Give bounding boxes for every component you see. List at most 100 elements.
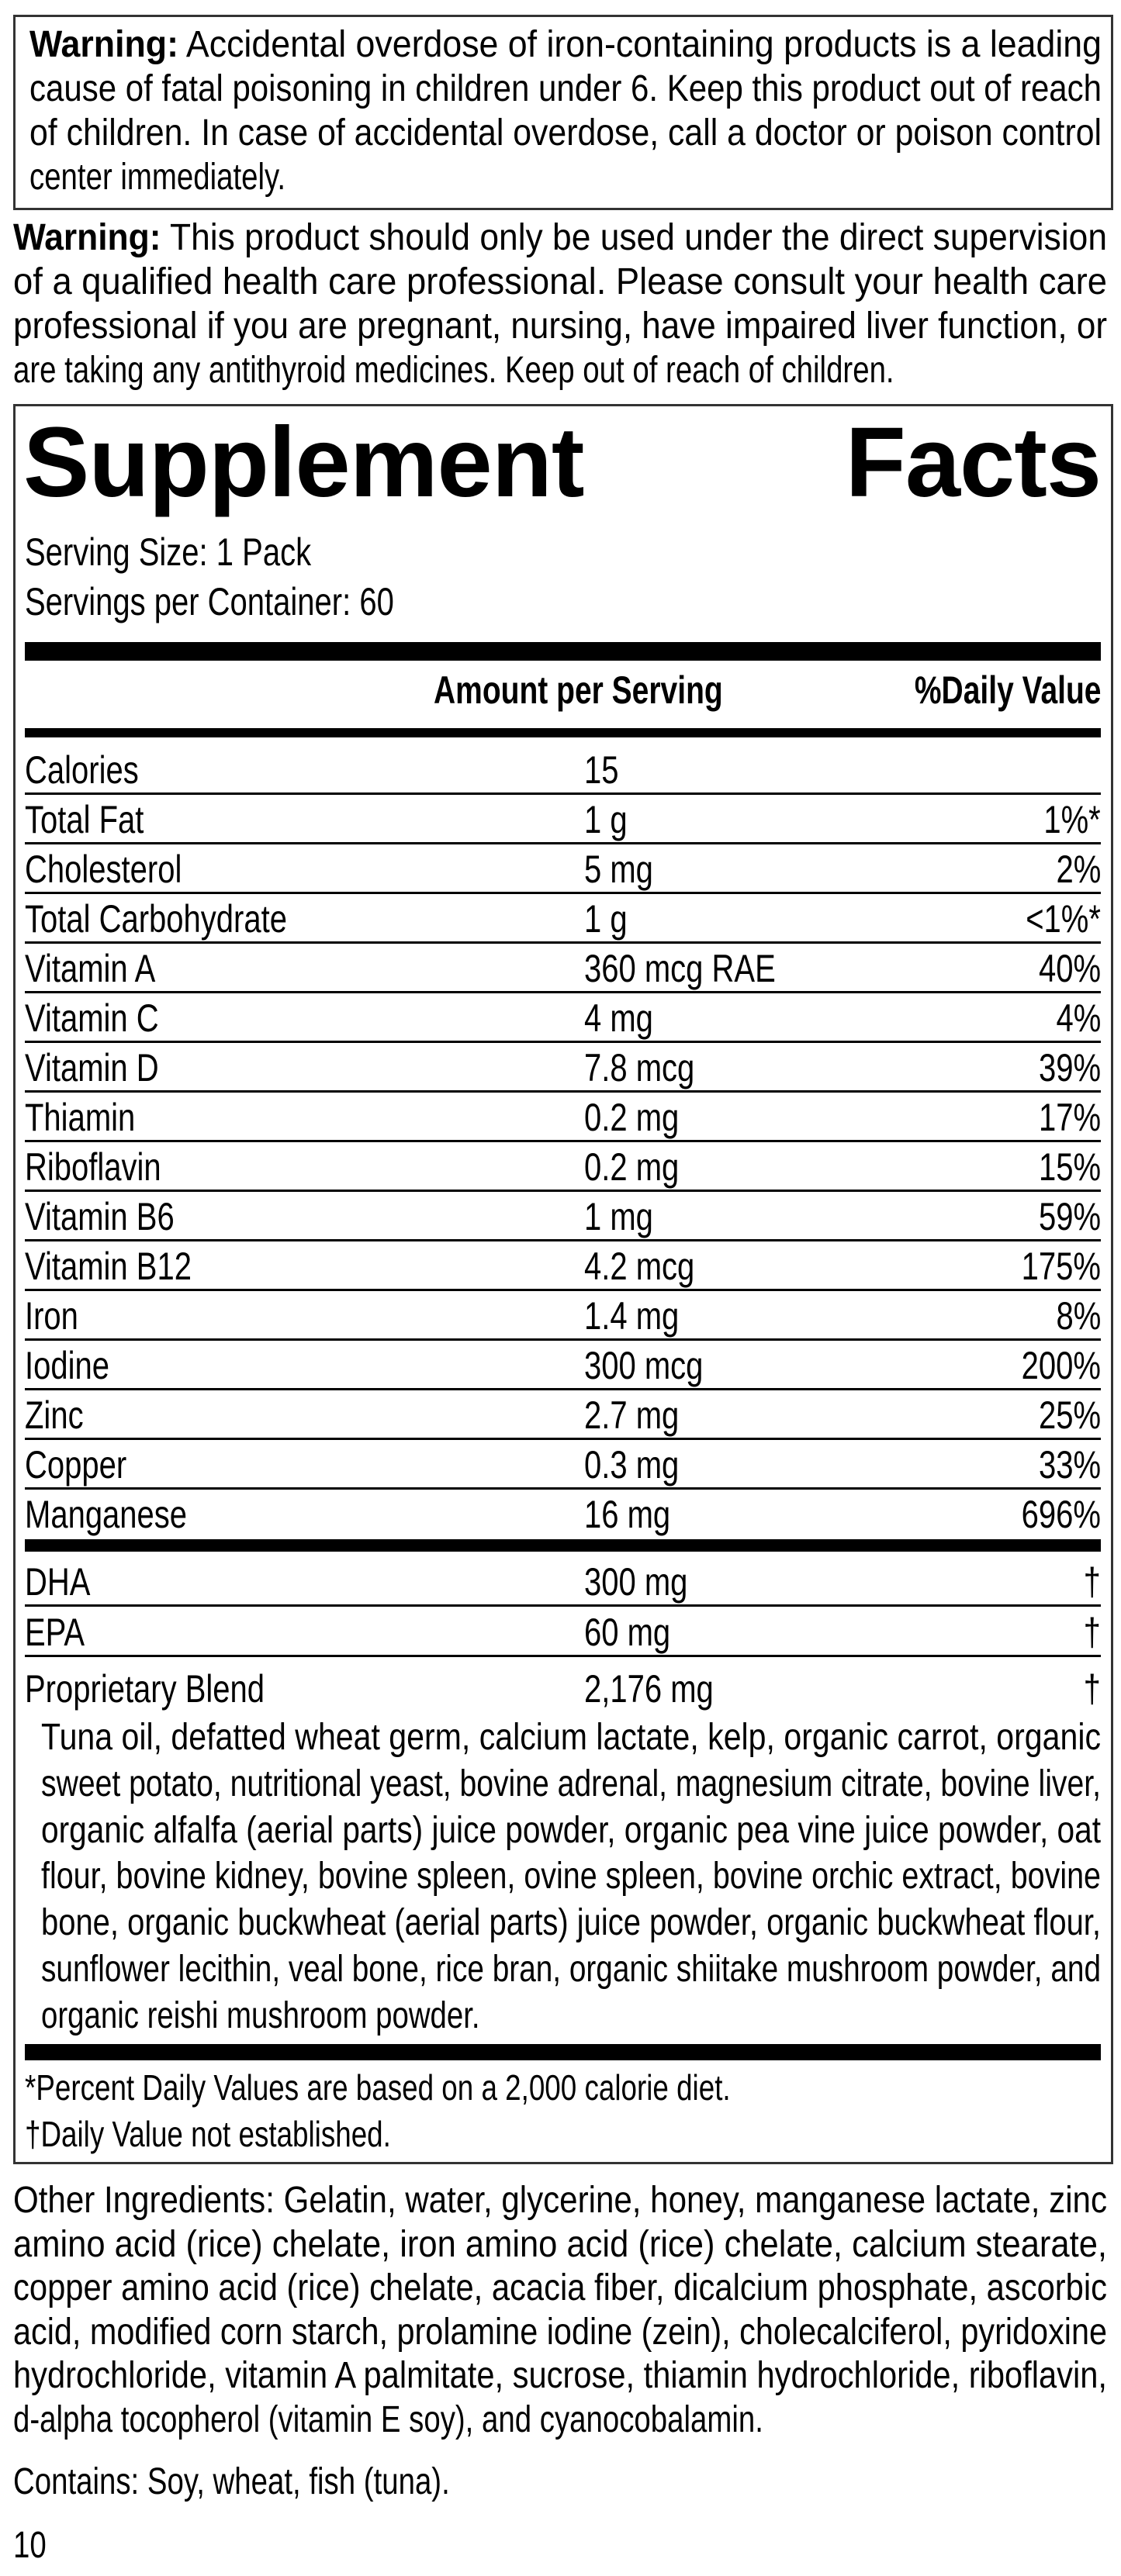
nutrient-daily-value: 1%* xyxy=(1043,798,1101,841)
text-line-content: Tuna oil, defatted wheat germ, calcium l… xyxy=(41,1717,1101,1758)
nutrient-row: Total Carbohydrate 1 g <1%* xyxy=(25,894,1101,944)
supplement-facts-title-2: Facts xyxy=(845,407,1102,518)
text-line-content: sunflower lecithin, veal bone, rice bran… xyxy=(41,1949,1101,1990)
nutrient-name: Thiamin xyxy=(25,1096,136,1139)
nutrient-name: Vitamin D xyxy=(25,1046,159,1089)
nutrient-daily-value: 39% xyxy=(1038,1046,1101,1089)
text-line-content: of children. In case of accidental overd… xyxy=(29,112,1102,154)
nutrient-row: Vitamin D 7.8 mcg 39% xyxy=(25,1043,1101,1093)
warning-label: Warning: xyxy=(13,217,161,258)
text-line: Tuna oil, defatted wheat germ, calcium l… xyxy=(41,1715,1121,1759)
text-line: Warning: Accidental overdose of iron-con… xyxy=(29,22,1121,67)
nutrient-name: Iron xyxy=(25,1294,78,1338)
text-line: bone, organic buckwheat (aerial parts) j… xyxy=(41,1901,1121,1945)
nutrient-amount: 15 xyxy=(584,748,619,792)
nutrient-name: Vitamin B6 xyxy=(25,1195,175,1238)
text-line: flour, bovine kidney, bovine spleen, ovi… xyxy=(41,1854,1121,1898)
nutrient-name: Iodine xyxy=(25,1344,109,1387)
amount-per-serving-header: Amount per Serving xyxy=(434,668,723,712)
text-line: copper amino acid (rice) chelate, acacia… xyxy=(13,2266,1121,2310)
nutrient-name: Total Carbohydrate xyxy=(25,897,287,941)
nutrient-daily-value: 696% xyxy=(1021,1493,1101,1536)
nutrient-amount: 1 g xyxy=(584,798,628,841)
text-line-content: This product should only be used under t… xyxy=(161,217,1107,258)
supplement-facts-title: Supplement xyxy=(23,407,584,518)
nutrient-row: Iodine 300 mcg 200% xyxy=(25,1341,1101,1390)
thick-divider xyxy=(25,1539,1101,1552)
text-line-content: organic alfalfa (aerial parts) juice pow… xyxy=(41,1809,1101,1851)
supplement-facts-panel xyxy=(13,404,1113,2164)
nutrient-row: Zinc 2.7 mg 25% xyxy=(25,1390,1101,1440)
text-line: center immediately. xyxy=(29,155,350,199)
nutrient-row: Vitamin B6 1 mg 59% xyxy=(25,1192,1101,1241)
nutrient-daily-value: 200% xyxy=(1021,1344,1101,1387)
thick-divider xyxy=(25,642,1101,661)
text-line: Warning: This product should only be use… xyxy=(13,216,1121,260)
nutrient-row: EPA 60 mg † xyxy=(25,1607,1101,1657)
text-line-content: bone, organic buckwheat (aerial parts) j… xyxy=(41,1902,1101,1944)
nutrient-amount: 300 mg xyxy=(584,1560,688,1604)
nutrient-name: Riboflavin xyxy=(25,1145,161,1189)
text-line: organic reishi mushroom powder. xyxy=(41,1994,590,2038)
nutrient-name: Vitamin B12 xyxy=(25,1245,192,1288)
nutrient-amount: 60 mg xyxy=(584,1611,671,1654)
nutrient-row: Iron 1.4 mg 8% xyxy=(25,1291,1101,1341)
nutrient-row: Vitamin C 4 mg 4% xyxy=(25,993,1101,1043)
nutrient-daily-value: 15% xyxy=(1038,1145,1101,1189)
nutrient-row: Riboflavin 0.2 mg 15% xyxy=(25,1142,1101,1192)
iron-warning-box xyxy=(13,15,1113,210)
warning-label: Warning: xyxy=(29,24,178,65)
text-line-content: of a qualified health care professional.… xyxy=(13,261,1107,302)
text-line: organic alfalfa (aerial parts) juice pow… xyxy=(41,1808,1121,1853)
nutrient-name: Zinc xyxy=(25,1393,84,1437)
text-line-content: copper amino acid (rice) chelate, acacia… xyxy=(13,2267,1107,2309)
text-line: are taking any antithyroid medicines. Ke… xyxy=(13,348,1115,392)
text-line-content: are taking any antithyroid medicines. Ke… xyxy=(13,350,894,391)
text-line: sweet potato, nutritional yeast, bovine … xyxy=(41,1762,1121,1806)
nutrient-amount: 1.4 mg xyxy=(584,1294,680,1338)
nutrient-daily-value: <1%* xyxy=(1026,897,1101,941)
nutrient-amount: 1 mg xyxy=(584,1195,653,1238)
nutrient-daily-value: 25% xyxy=(1038,1393,1101,1437)
text-line: amino acid (rice) chelate, iron amino ac… xyxy=(13,2222,1121,2267)
nutrient-row: Calories 15 xyxy=(25,745,1101,795)
text-line: cause of fatal poisoning in children und… xyxy=(29,67,1121,111)
nutrient-row: Copper 0.3 mg 33% xyxy=(25,1440,1101,1490)
nutrient-daily-value: 2% xyxy=(1056,848,1101,891)
thick-divider xyxy=(25,2044,1101,2060)
text-line: of children. In case of accidental overd… xyxy=(29,111,1121,155)
footnote-dagger: †Daily Value not established. xyxy=(25,2114,391,2154)
column-headers: Amount per Serving %Daily Value xyxy=(25,665,1101,715)
text-line-content: cause of fatal poisoning in children und… xyxy=(29,68,1102,109)
allergen-statement: Contains: Soy, wheat, fish (tuna). xyxy=(13,2461,450,2502)
nutrient-daily-value: † xyxy=(1083,1611,1101,1654)
text-line-content: hydrochloride, vitamin A palmitate, sucr… xyxy=(13,2355,1107,2397)
nutrient-daily-value: † xyxy=(1083,1560,1101,1604)
nutrient-row: Cholesterol 5 mg 2% xyxy=(25,844,1101,894)
nutrient-name: Cholesterol xyxy=(25,848,182,891)
text-line-content: Accidental overdose of iron-containing p… xyxy=(178,24,1102,65)
nutrient-amount: 16 mg xyxy=(584,1493,671,1536)
nutrient-amount: 4.2 mcg xyxy=(584,1245,695,1288)
text-line: hydrochloride, vitamin A palmitate, sucr… xyxy=(13,2353,1121,2398)
text-line-content: flour, bovine kidney, bovine spleen, ovi… xyxy=(41,1856,1101,1897)
nutrient-row: Manganese 16 mg 696% xyxy=(25,1490,1101,1539)
nutrient-daily-value: † xyxy=(1083,1667,1101,1711)
nutrient-name: EPA xyxy=(25,1611,85,1654)
nutrient-amount: 7.8 mcg xyxy=(584,1046,695,1089)
text-line-content: d-alpha tocopherol (vitamin E soy), and … xyxy=(13,2399,763,2440)
nutrient-amount: 4 mg xyxy=(584,996,653,1040)
text-line: sunflower lecithin, veal bone, rice bran… xyxy=(41,1947,1121,1991)
nutrient-daily-value: 175% xyxy=(1021,1245,1101,1288)
nutrient-amount: 0.2 mg xyxy=(584,1145,680,1189)
nutrient-row: Total Fat 1 g 1%* xyxy=(25,795,1101,844)
nutrient-amount: 1 g xyxy=(584,897,628,941)
nutrient-name: Calories xyxy=(25,748,139,792)
nutrient-name: Copper xyxy=(25,1443,127,1487)
nutrient-daily-value: 8% xyxy=(1056,1294,1101,1338)
nutrient-amount: 2,176 mg xyxy=(584,1667,714,1711)
nutrient-name: Vitamin A xyxy=(25,947,156,990)
nutrient-row: Vitamin A 360 mcg RAE 40% xyxy=(25,944,1101,993)
nutrient-amount: 0.3 mg xyxy=(584,1443,680,1487)
page-number: 10 xyxy=(13,2525,47,2566)
